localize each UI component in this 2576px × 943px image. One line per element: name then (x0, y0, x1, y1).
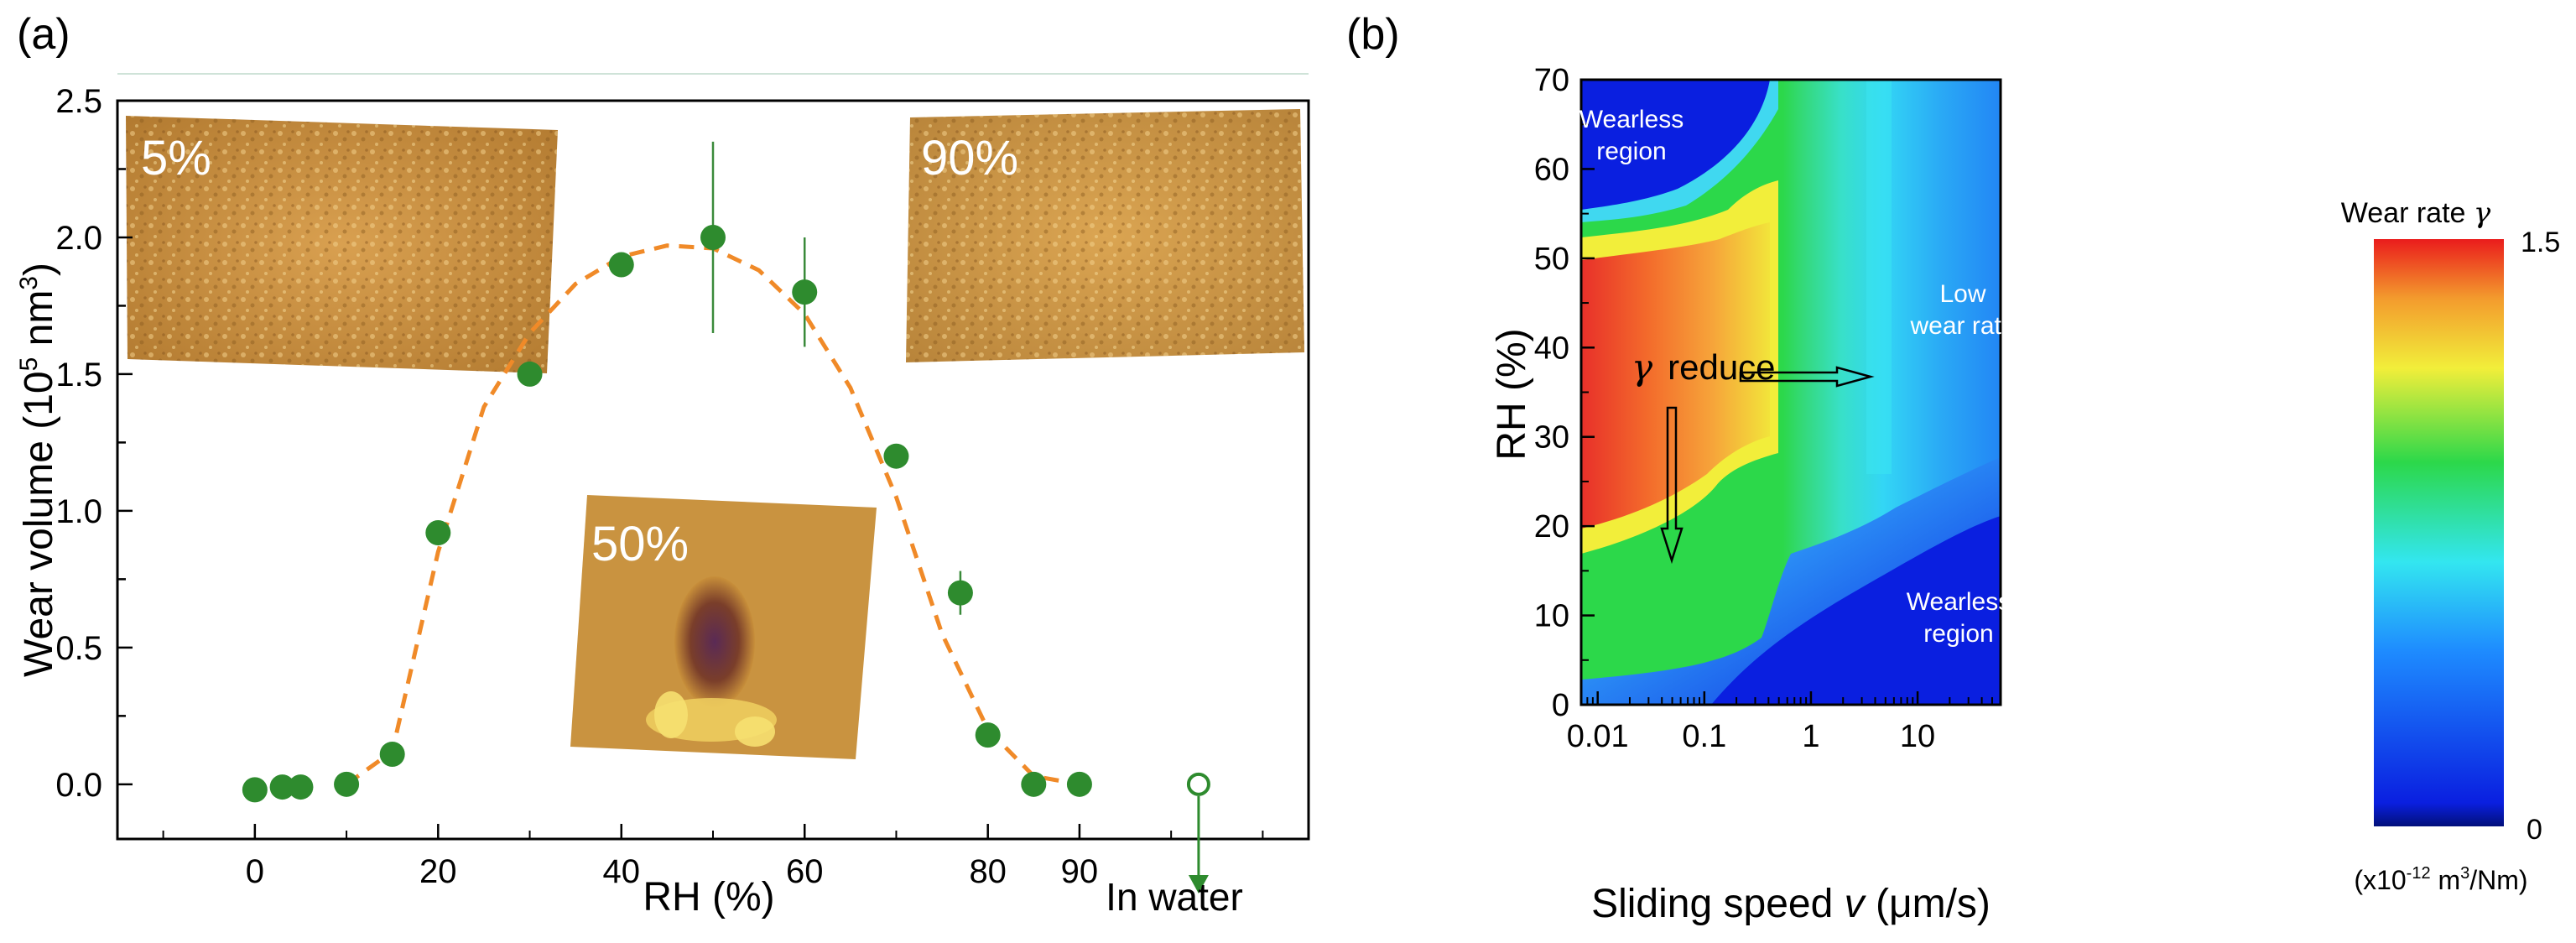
afm-inset-50: 50% (570, 495, 877, 759)
data-point-14 (1066, 771, 1092, 797)
b-y-tick-label-7: 70 (1534, 63, 1569, 98)
b-x-tick-label-3: 10 (1900, 719, 1935, 754)
x-tick-label-3: 60 (786, 853, 824, 890)
arrow-down-outline (1660, 406, 1684, 565)
afm-inset-90: 90% (906, 109, 1304, 362)
afm-inset-5-label: 5% (141, 131, 211, 185)
arrow-right-outline (1739, 366, 1875, 388)
data-point-0 (242, 777, 268, 803)
b-y-tick-label-3: 30 (1534, 420, 1569, 456)
annotation-wearless-top-line2: region (1596, 138, 1666, 165)
colorbar-title-text: Wear rate (2341, 197, 2474, 229)
panel-a-ticks-group: 0 20 40 60 80 90 0.0 0.5 1.0 1.5 2.0 2.5 (55, 83, 1264, 890)
data-point-6 (517, 361, 543, 387)
colorbar-gradient (2374, 239, 2504, 826)
x-tick-label-5: 90 (1061, 853, 1099, 890)
colorbar-unit-exp: -12 (2407, 864, 2431, 883)
afm-inset-90-label: 90% (921, 131, 1018, 185)
panel-a-ylabel-main: Wear volume (10 (17, 371, 61, 677)
data-point-1 (269, 774, 295, 800)
y-tick-label-0: 0.0 (55, 767, 102, 804)
panel-a-ylabel: Wear volume (105 nm3) (15, 263, 61, 677)
x-tick-label-2: 40 (603, 853, 641, 890)
annotation-low-line1: Low (1939, 280, 1985, 308)
b-y-tick-label-6: 60 (1534, 152, 1569, 187)
colorbar-unit-exp2: 3 (2460, 864, 2469, 883)
data-point-11 (947, 580, 973, 606)
afm-inset-50-label: 50% (591, 517, 689, 571)
panel-b-xlabel: Sliding speed v (μm/s) (1591, 882, 1991, 926)
afm-inset-5: 5% (126, 116, 558, 373)
data-point-2 (288, 774, 314, 800)
panel-b-xlabel-main: Sliding speed (1591, 882, 1845, 926)
panel-a-wear-volume-chart: (a) 5% 90% 50% 0 20 40 60 80 90 0.0 0.5 1.0 1.5 2.… (15, 10, 1310, 920)
data-point-5 (425, 519, 451, 545)
x-tick-label-4: 80 (969, 853, 1007, 890)
data-point-3 (334, 771, 360, 797)
x-tick-label-1: 20 (419, 853, 457, 890)
x-tick-label-0: 0 (246, 853, 264, 890)
b-x-tick-label-0: 0.01 (1567, 719, 1629, 754)
data-point-4 (379, 741, 405, 767)
data-point-9 (792, 279, 818, 305)
colorbar-min-label: 0 (2527, 814, 2542, 846)
heatmap-hot-core (1581, 222, 1770, 529)
annotation-low-line2: wear rate (1909, 312, 2015, 340)
b-y-tick-label-5: 50 (1534, 242, 1569, 277)
water-arrow-head (1188, 875, 1209, 894)
data-point-13 (1021, 771, 1047, 797)
water-data-point (1186, 772, 1210, 796)
heatmap-field (1581, 80, 2001, 705)
b-x-tick-label-1: 0.1 (1682, 719, 1726, 754)
colorbar: Wear rate γ 1.5 0 (x10-12 m3/Nm) (2341, 196, 2560, 895)
annotation-gamma-symbol: γ (1631, 346, 1653, 388)
annotation-wearless-bottom-line1: Wearless (1907, 588, 2011, 616)
panel-label-a: (a) (17, 10, 70, 59)
water-point-group (1186, 772, 1210, 894)
y-tick-label-3: 1.5 (55, 357, 102, 393)
colorbar-unit-prefix: (x10 (2354, 865, 2406, 895)
panel-b-xlabel-var: v (1845, 882, 1867, 926)
data-point-8 (700, 224, 726, 250)
annotation-wearless-top-line1: Wearless (1579, 106, 1684, 133)
b-x-tick-label-2: 1 (1802, 719, 1819, 754)
panel-a-ylabel-sup2: 3 (15, 276, 43, 290)
panel-label-b: (b) (1346, 10, 1400, 59)
b-y-tick-label-0: 0 (1552, 688, 1569, 723)
b-y-tick-label-4: 40 (1534, 331, 1569, 366)
data-point-12 (975, 722, 1001, 748)
colorbar-unit: (x10-12 m3/Nm) (2354, 864, 2527, 895)
panel-a-xlabel: RH (%) (643, 875, 774, 920)
data-point-7 (608, 252, 634, 278)
panel-a-ylabel-close: ) (17, 263, 61, 276)
colorbar-unit-suffix: /Nm) (2469, 865, 2527, 895)
y-tick-label-1: 0.5 (55, 630, 102, 667)
panel-b-xlabel-unit: (μm/s) (1865, 882, 1991, 926)
panel-b-ylabel: RH (%) (1490, 328, 1534, 460)
annotation-wearless-bottom-line2: region (1923, 620, 1993, 648)
colorbar-unit-mid: m (2431, 865, 2461, 895)
heatmap-deep-blue-bottom (1711, 516, 2001, 705)
colorbar-title: Wear rate γ (2341, 196, 2491, 230)
colorbar-max-label: 1.5 (2521, 227, 2560, 258)
panel-a-ylabel-unit: nm (17, 290, 61, 357)
data-point-10 (883, 443, 909, 469)
panel-a-ylabel-sup: 5 (15, 357, 43, 372)
heatmap-wearless-top-core (1581, 80, 1770, 210)
water-label: In water (1106, 875, 1243, 919)
heatmap-cyan-band (1866, 80, 1892, 474)
data-points-group (242, 224, 1092, 803)
colorbar-title-var: γ (2474, 196, 2491, 230)
y-tick-label-2: 1.0 (55, 493, 102, 530)
b-y-tick-label-2: 20 (1534, 509, 1569, 544)
b-y-tick-label-1: 10 (1534, 599, 1569, 634)
y-tick-label-4: 2.0 (55, 220, 102, 257)
y-tick-label-5: 2.5 (55, 83, 102, 120)
panel-b-ticks-group: 0 10 20 30 40 50 60 70 0.01 0.1 1 10 (1534, 63, 2001, 754)
